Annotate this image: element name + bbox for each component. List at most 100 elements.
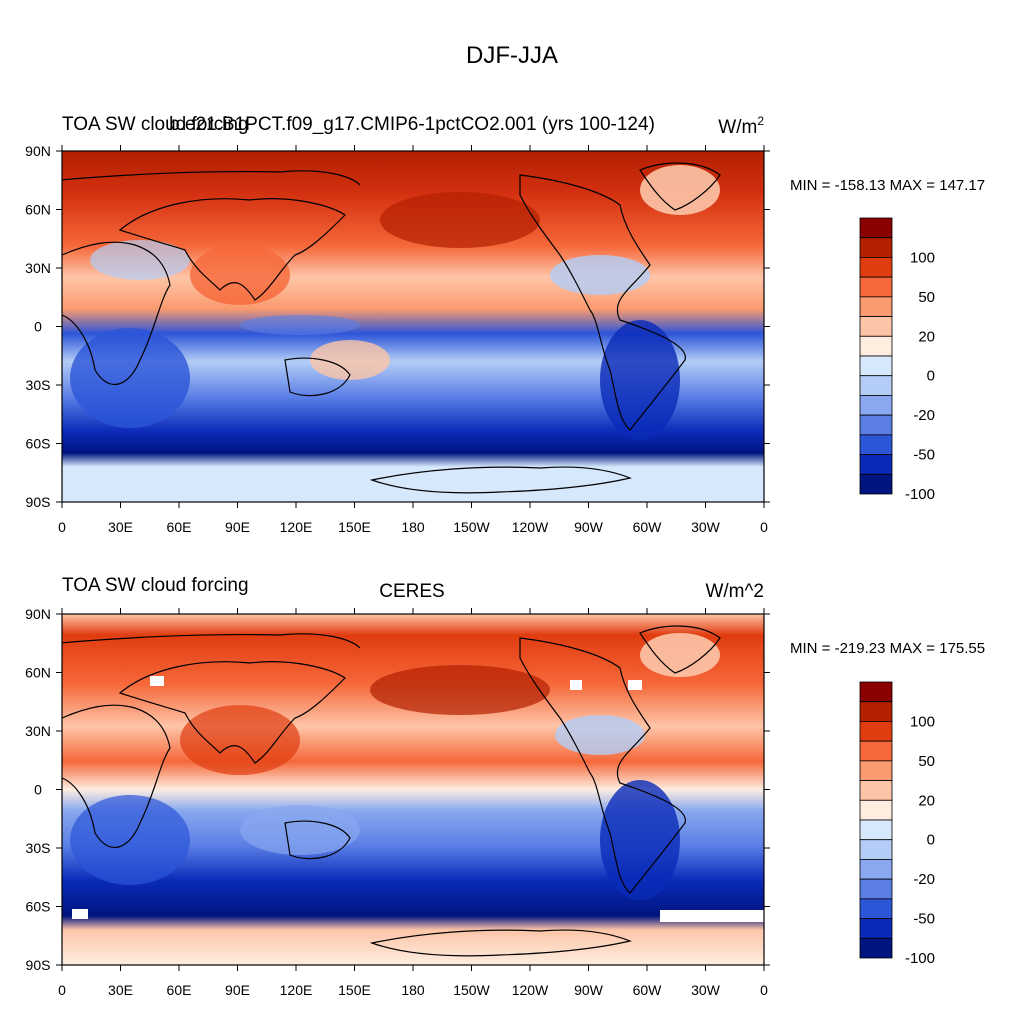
missing-data (628, 680, 642, 690)
y-tick-label: 90S (26, 957, 51, 973)
colorbar-swatch (859, 276, 893, 298)
field-blob (640, 633, 720, 677)
colorbar-swatch (859, 296, 893, 317)
colorbar-swatch (859, 780, 893, 801)
x-tick-label: 30W (691, 519, 721, 535)
panel-title-left: TOA SW cloud forcing (62, 575, 249, 596)
y-tick-label: 60N (25, 665, 51, 681)
field-blob (180, 705, 300, 775)
min-max-label: MIN = -219.23 MAX = 175.55 (790, 640, 985, 657)
missing-data (150, 676, 164, 686)
missing-data (72, 909, 88, 919)
x-tick-label: 0 (760, 982, 768, 998)
colorbar-label: 20 (918, 792, 935, 809)
colorbar-swatch (859, 681, 893, 703)
colorbar-swatch (859, 217, 893, 239)
field-blob (600, 320, 680, 440)
field-blob (380, 192, 540, 248)
x-tick-label: 30W (691, 982, 721, 998)
y-tick-label: 0 (34, 319, 42, 335)
y-tick-label: 90N (25, 606, 51, 622)
colorbar-swatch (859, 859, 893, 880)
x-tick-label: 60E (167, 519, 192, 535)
min-max-label: MIN = -158.13 MAX = 147.17 (790, 177, 985, 194)
coastlines (62, 162, 721, 494)
colorbar-swatch (859, 473, 893, 495)
panel-model: TOA SW cloud forcing b.e21.B1PCT.f09_g17… (25, 114, 985, 535)
x-tick-label: 60E (167, 982, 192, 998)
colorbar-swatch (859, 414, 893, 436)
x-tick-label: 30E (108, 982, 133, 998)
panel-title-center: b.e21.B1PCT.f09_g17.CMIP6-1pctCO2.001 (y… (169, 114, 655, 135)
x-ticks: 0 30E 60E 90E 120E 150E 180 150W 120W 90W 60W 30W 0 (58, 145, 768, 535)
colorbar-swatch (859, 375, 893, 396)
colorbar-swatch (859, 454, 893, 475)
colorbar-label: -50 (913, 447, 935, 464)
field-blob (70, 328, 190, 428)
y-tick-label: 60S (26, 436, 51, 452)
x-tick-label: 30E (108, 519, 133, 535)
x-tick-label: 90W (574, 982, 604, 998)
y-tick-label: 60N (25, 202, 51, 218)
x-tick-label: 90W (574, 519, 604, 535)
x-tick-label: 120W (512, 982, 549, 998)
map-field (62, 614, 764, 965)
panel-units: W/m^2 (705, 581, 764, 602)
colorbar: 100 50 20 0 -20 -50 -100 (859, 681, 935, 967)
y-tick-label: 30S (26, 377, 51, 393)
x-tick-label: 0 (58, 982, 66, 998)
y-tick-label: 90N (25, 143, 51, 159)
y-tick-label: 30S (26, 840, 51, 856)
colorbar-swatch (859, 395, 893, 416)
x-tick-label: 150W (453, 982, 490, 998)
colorbar-swatch (859, 316, 893, 337)
colorbar-label: 50 (918, 289, 935, 306)
field-blob (370, 665, 550, 715)
y-tick-label: 30N (25, 260, 51, 276)
colorbar-swatch (859, 760, 893, 781)
x-tick-label: 150W (453, 519, 490, 535)
colorbar-swatch (859, 335, 893, 357)
colorbar-swatch (859, 721, 893, 742)
missing-data (570, 680, 582, 690)
colorbar-swatch (859, 819, 893, 841)
field-blob (190, 245, 290, 305)
field-blob (310, 340, 390, 380)
colorbar-label: 50 (918, 753, 935, 770)
field-blob (240, 805, 360, 855)
x-tick-label: 180 (401, 982, 425, 998)
y-tick-label: 60S (26, 899, 51, 915)
y-tick-label: 0 (34, 782, 42, 798)
panel-title-left: TOA SW cloud forcing (62, 114, 249, 135)
missing-data (660, 910, 764, 922)
colorbar-swatch (859, 878, 893, 900)
colorbar-swatch (859, 740, 893, 762)
field-blob (240, 315, 360, 335)
y-tick-label: 30N (25, 723, 51, 739)
panel-observations: TOA SW cloud forcing CERES W/m^2 (25, 575, 985, 998)
x-tick-label: 90E (225, 982, 250, 998)
colorbar-label: -50 (913, 911, 935, 928)
x-tick-label: 150E (338, 519, 371, 535)
x-tick-label: 120E (280, 982, 313, 998)
y-ticks: 90N 60N 30N 0 30S 60S 90S (25, 143, 770, 510)
field-blob (90, 240, 190, 280)
colorbar-label: -20 (913, 871, 935, 888)
colorbar-swatch (859, 839, 893, 860)
colorbar-label: 0 (927, 832, 935, 849)
colorbar: 100 50 20 0 -20 -50 -100 (859, 217, 935, 503)
colorbar-label: 100 (910, 713, 935, 730)
colorbar-swatch (859, 434, 893, 455)
colorbar-swatch (859, 355, 893, 377)
x-tick-label: 180 (401, 519, 425, 535)
x-tick-label: 150E (338, 982, 371, 998)
x-tick-label: 0 (58, 519, 66, 535)
field-blob (550, 255, 650, 295)
colorbar-label: 20 (918, 328, 935, 345)
colorbar-label: 100 (910, 249, 935, 266)
x-tick-label: 60W (633, 519, 663, 535)
colorbar-swatch (859, 918, 893, 939)
panel-units: W/m2 (718, 114, 764, 138)
panel-title-center: CERES (379, 581, 444, 602)
colorbar-swatch (859, 799, 893, 821)
